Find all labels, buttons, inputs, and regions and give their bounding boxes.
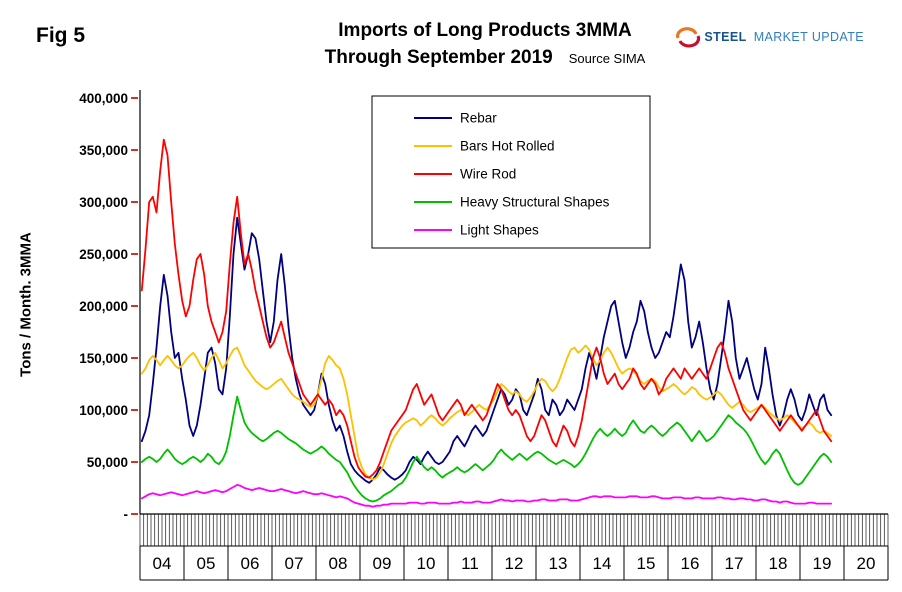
chart-title-line2-text: Through September 2019 <box>324 47 553 68</box>
logo-steel-text: STEEL <box>704 30 747 44</box>
chart-title-line2: Through September 2019 Source SIMA <box>100 47 870 69</box>
source-note: Source SIMA <box>568 51 646 66</box>
x-axis-year-label: 05 <box>197 554 216 573</box>
y-axis-tick-label: 300,000 <box>79 195 128 210</box>
x-axis-year-label: 09 <box>373 554 392 573</box>
x-axis-year-label: 08 <box>329 554 348 573</box>
x-axis-year-label: 16 <box>681 554 700 573</box>
chart-title-line1: Imports of Long Products 3MMA <box>338 20 632 41</box>
x-axis-year-label: 04 <box>153 554 172 573</box>
chart-title-block: Imports of Long Products 3MMA Through Se… <box>100 20 870 69</box>
x-axis-year-label: 17 <box>725 554 744 573</box>
x-axis-year-label: 06 <box>241 554 260 573</box>
series-line-rebar <box>140 216 833 484</box>
legend-label-heavy-structural-shapes: Heavy Structural Shapes <box>460 195 610 210</box>
x-axis-year-label: 11 <box>461 554 479 573</box>
legend-label-light-shapes: Light Shapes <box>460 223 539 238</box>
y-axis-tick-label: - <box>124 507 129 522</box>
series-line-bars-hot-rolled <box>140 344 833 481</box>
imports-long-products-chart: 04 05 06 07 08 09 10 11 12 13 14 15 16 17 18 19 20 400,00… <box>79 90 889 581</box>
y-axis-tick-label: 250,000 <box>79 247 128 262</box>
y-axis-tick-label: 100,000 <box>79 403 128 418</box>
series-line-heavy-structural-shapes <box>140 395 833 503</box>
series-line-wire-rod <box>140 138 833 479</box>
y-axis-tick-label: 150,000 <box>79 351 128 366</box>
legend-box <box>371 95 651 249</box>
legend-label-bars-hot-rolled: Bars Hot Rolled <box>460 139 555 154</box>
x-axis-year-label: 14 <box>593 554 612 573</box>
y-axis-tick-label: 200,000 <box>79 299 128 314</box>
steel-market-update-logo: STEEL MARKET UPDATE <box>675 26 864 48</box>
legend-label-rebar: Rebar <box>460 111 497 126</box>
legend-label-wire-rod: Wire Rod <box>460 167 516 182</box>
x-axis-year-label: 18 <box>769 554 788 573</box>
x-axis-year-label: 19 <box>813 554 832 573</box>
y-axis-tick-label: 400,000 <box>79 91 128 106</box>
y-axis-tick-label: 350,000 <box>79 143 128 158</box>
x-axis-year-label: 07 <box>285 554 304 573</box>
x-axis-year-label: 12 <box>505 554 524 573</box>
series-line-light-shapes <box>140 483 833 508</box>
x-axis-year-label: 13 <box>549 554 568 573</box>
x-axis-year-label: 10 <box>417 554 436 573</box>
figure-label: Fig 5 <box>36 24 86 47</box>
logo-market-update-text: MARKET UPDATE <box>753 30 864 44</box>
x-axis-year-label: 15 <box>637 554 656 573</box>
smu-swoosh-icon <box>676 27 701 48</box>
x-axis-year-label: 20 <box>857 554 876 573</box>
y-axis-tick-label: 50,000 <box>87 455 128 470</box>
